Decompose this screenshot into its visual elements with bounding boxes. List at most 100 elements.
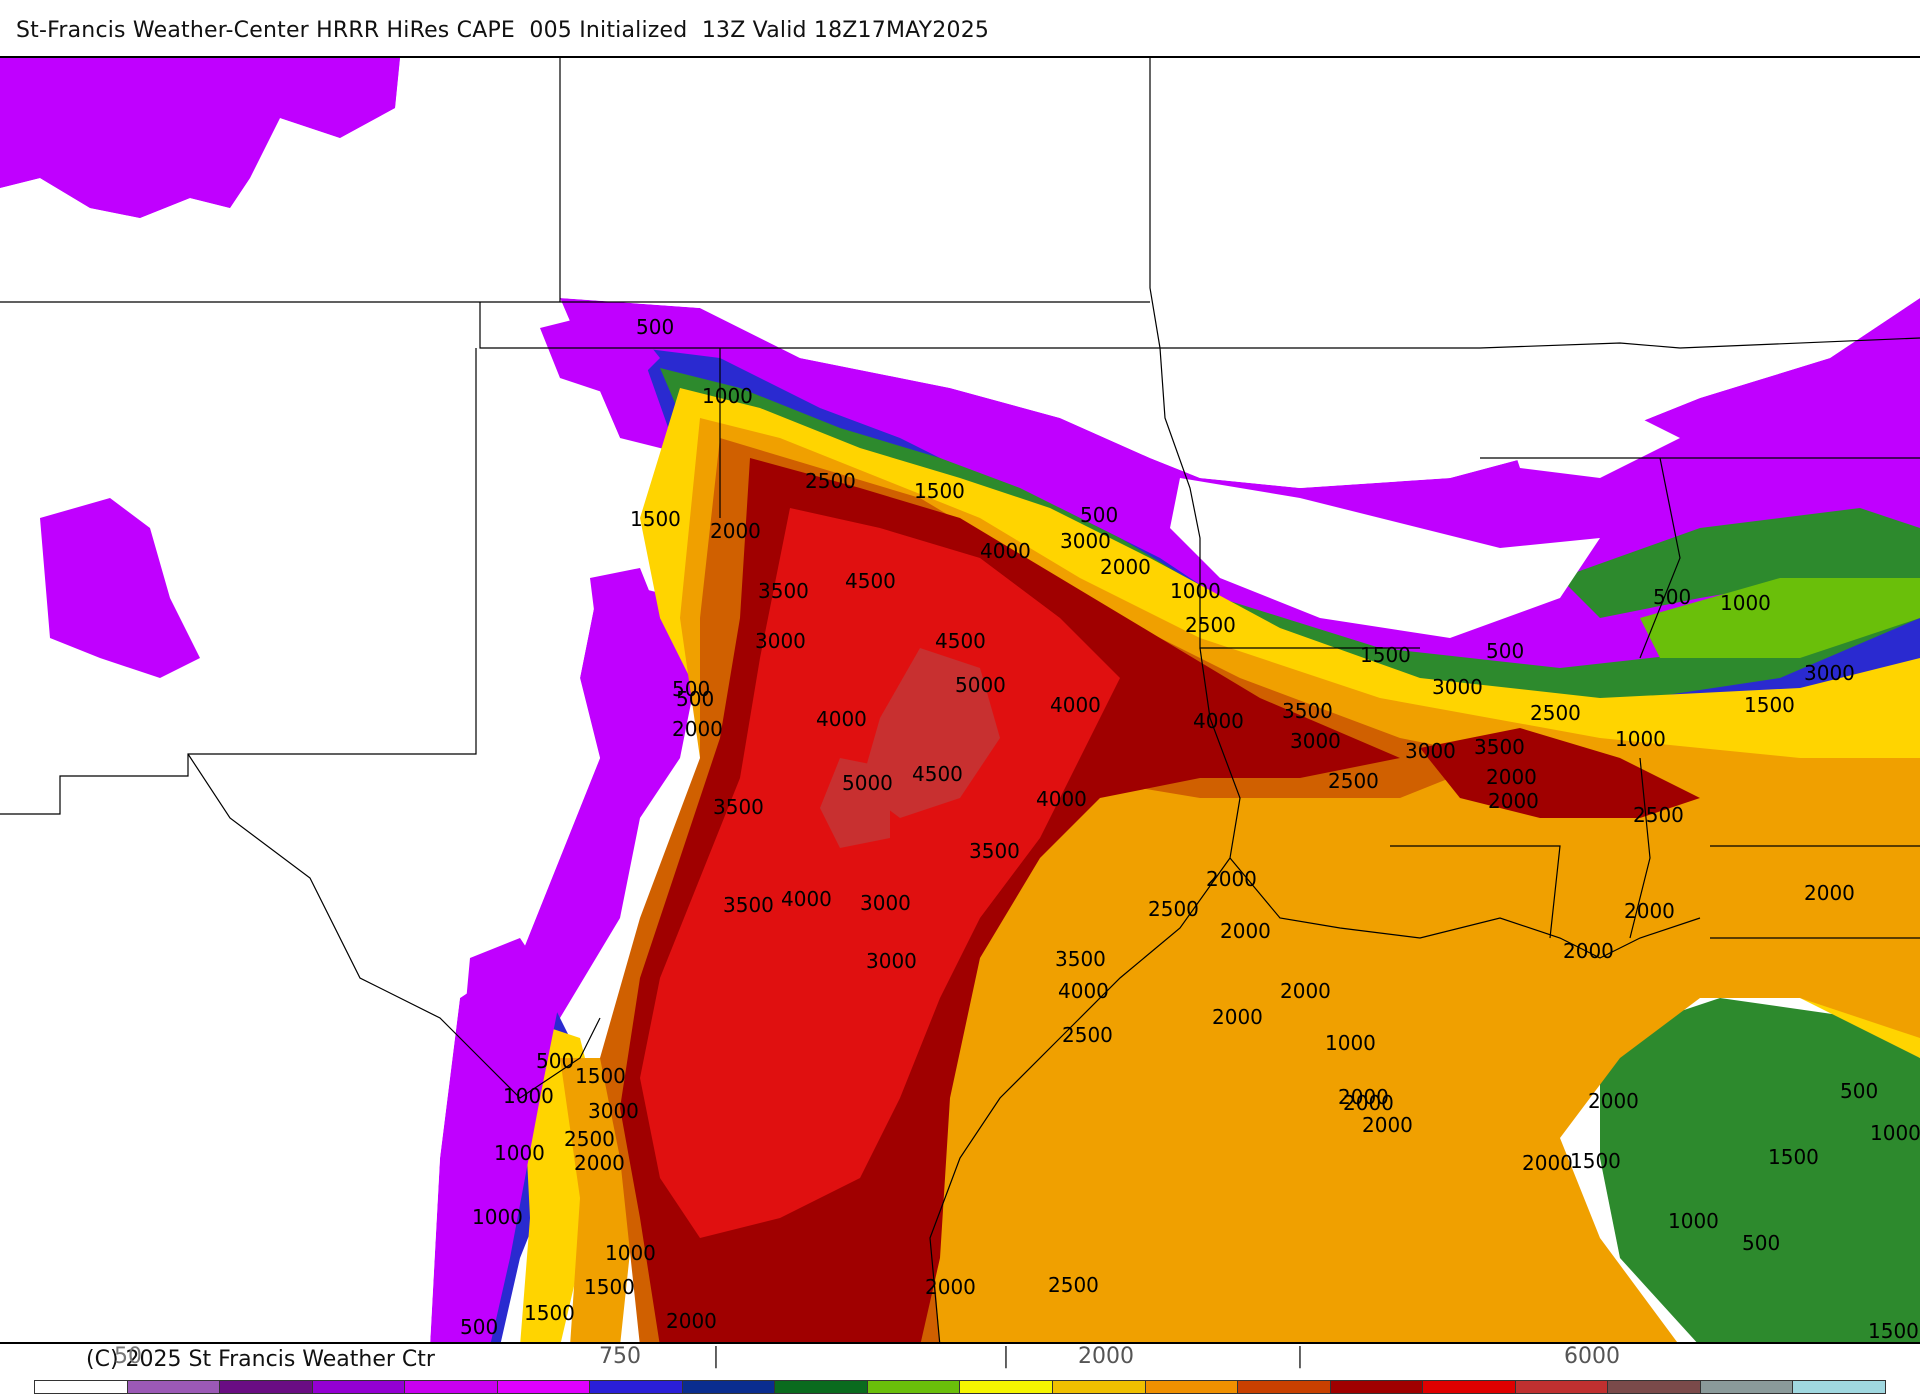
contour-label: 500 bbox=[1840, 1079, 1878, 1103]
contour-label: 1000 bbox=[1720, 591, 1771, 615]
contour-label: 1000 bbox=[702, 384, 753, 408]
contour-label: 3000 bbox=[1290, 729, 1341, 753]
colorbar-segment bbox=[960, 1381, 1054, 1393]
cape-map: 500 1000 2500 1500 500 1500 2000 3000 20… bbox=[0, 56, 1920, 1344]
contour-label: 4000 bbox=[781, 887, 832, 911]
contour-label: 1000 bbox=[1170, 579, 1221, 603]
contour-label: 500 bbox=[672, 677, 710, 701]
contour-label: 4500 bbox=[935, 629, 986, 653]
contour-label: 3000 bbox=[1804, 661, 1855, 685]
contour-label: 500 bbox=[676, 687, 714, 711]
contour-label: 1500 bbox=[1768, 1145, 1819, 1169]
contour-label: 3500 bbox=[723, 893, 774, 917]
contour-label: 1500 bbox=[575, 1064, 626, 1088]
contour-label: 1000 bbox=[494, 1141, 545, 1165]
colorbar-tick: | bbox=[1002, 1344, 1010, 1369]
colorbar-tick: | bbox=[1296, 1344, 1304, 1369]
contour-label: 2000 bbox=[1486, 765, 1537, 789]
colorbar-tick: 50 bbox=[114, 1344, 142, 1369]
contour-label: 2000 bbox=[1624, 899, 1675, 923]
contour-labels: 500 1000 2500 1500 500 1500 2000 3000 20… bbox=[460, 315, 1920, 1343]
contour-label: 3000 bbox=[755, 629, 806, 653]
cape-5000-region bbox=[820, 648, 1000, 848]
contour-label: 2000 bbox=[925, 1275, 976, 1299]
contour-label: 2000 bbox=[710, 519, 761, 543]
contour-label: 2500 bbox=[564, 1127, 615, 1151]
contour-label: 4000 bbox=[980, 539, 1031, 563]
contour-label: 2000 bbox=[1804, 881, 1855, 905]
contour-label: 3000 bbox=[1432, 675, 1483, 699]
contour-label: 1500 bbox=[1570, 1149, 1621, 1173]
contour-label: 1500 bbox=[1744, 693, 1795, 717]
colorbar-segment bbox=[1793, 1381, 1885, 1393]
contour-label: 2500 bbox=[805, 469, 856, 493]
contour-label: 4000 bbox=[816, 707, 867, 731]
contour-label: 3500 bbox=[1055, 947, 1106, 971]
colorbar-tick: 6000 bbox=[1564, 1344, 1620, 1369]
colorbar-segment bbox=[405, 1381, 498, 1393]
contour-label: 2500 bbox=[1328, 769, 1379, 793]
colorbar-segment bbox=[1515, 1381, 1609, 1393]
colorbar-segment bbox=[1423, 1381, 1516, 1393]
contour-label: 2000 bbox=[1100, 555, 1151, 579]
contour-label: 2000 bbox=[1563, 939, 1614, 963]
contour-label: 1000 bbox=[472, 1205, 523, 1229]
colorbar-segment bbox=[682, 1381, 776, 1393]
contour-label: 1500 bbox=[524, 1301, 575, 1325]
contour-label: 5000 bbox=[842, 771, 893, 795]
contour-label: 4500 bbox=[845, 569, 896, 593]
contour-label: 1000 bbox=[1870, 1121, 1920, 1145]
contour-label: 3500 bbox=[969, 839, 1020, 863]
colorbar-segment bbox=[127, 1381, 221, 1393]
contour-label: 3000 bbox=[1060, 529, 1111, 553]
contour-label: 1500 bbox=[630, 507, 681, 531]
colorbar-segment bbox=[775, 1381, 868, 1393]
contour-label: 2000 bbox=[574, 1151, 625, 1175]
contour-label: 2000 bbox=[1588, 1089, 1639, 1113]
contour-label: 500 bbox=[536, 1049, 574, 1073]
contour-label: 2000 bbox=[1338, 1085, 1389, 1109]
contour-label: 2500 bbox=[1048, 1273, 1099, 1297]
contour-label: 2000 bbox=[1212, 1005, 1263, 1029]
contour-label: 4000 bbox=[1193, 709, 1244, 733]
contour-label: 3500 bbox=[1474, 735, 1525, 759]
colorbar-segment bbox=[1700, 1381, 1794, 1393]
cape-colorbar bbox=[34, 1380, 1886, 1394]
contour-label: 500 bbox=[1742, 1231, 1780, 1255]
contour-label: 3500 bbox=[1282, 699, 1333, 723]
colorbar-segment bbox=[220, 1381, 313, 1393]
colorbar-tick: 2000 bbox=[1078, 1344, 1134, 1369]
contour-label: 1000 bbox=[503, 1084, 554, 1108]
contour-label: 1000 bbox=[1325, 1031, 1376, 1055]
contour-label: 500 bbox=[1486, 639, 1524, 663]
contour-label: 1000 bbox=[1668, 1209, 1719, 1233]
contour-label: 3000 bbox=[866, 949, 917, 973]
contour-label: 3500 bbox=[758, 579, 809, 603]
contour-label: 2000 bbox=[1220, 919, 1271, 943]
cape-4000-region bbox=[640, 508, 1120, 1238]
contour-label: 1000 bbox=[605, 1241, 656, 1265]
contour-label: 1500 bbox=[914, 479, 965, 503]
map-title: St-Francis Weather-Center HRRR HiRes CAP… bbox=[16, 18, 990, 43]
contour-label: 2500 bbox=[1185, 613, 1236, 637]
cape-map-svg: 500 1000 2500 1500 500 1500 2000 3000 20… bbox=[0, 58, 1920, 1343]
contour-label: 4000 bbox=[1050, 693, 1101, 717]
contour-label: 2500 bbox=[1062, 1023, 1113, 1047]
contour-label: 2000 bbox=[1280, 979, 1331, 1003]
colorbar-segment bbox=[497, 1381, 591, 1393]
contour-label: 1500 bbox=[1868, 1319, 1919, 1343]
colorbar-segment bbox=[1238, 1381, 1331, 1393]
contour-label: 2500 bbox=[1530, 701, 1581, 725]
contour-label: 2000 bbox=[666, 1309, 717, 1333]
contour-label: 2000 bbox=[672, 717, 723, 741]
contour-label: 2500 bbox=[1148, 897, 1199, 921]
contour-label: 3000 bbox=[860, 891, 911, 915]
contour-label: 5000 bbox=[955, 673, 1006, 697]
political-boundaries bbox=[0, 58, 1920, 1099]
gulf-coastline bbox=[929, 857, 1701, 1342]
contour-label: 2500 bbox=[1633, 803, 1684, 827]
copyright-text: (C) 2025 St Francis Weather Ctr bbox=[86, 1347, 435, 1372]
contour-label: 3500 bbox=[713, 795, 764, 819]
contour-label: 2000 bbox=[1343, 1091, 1394, 1115]
contour-label: 4500 bbox=[912, 762, 963, 786]
